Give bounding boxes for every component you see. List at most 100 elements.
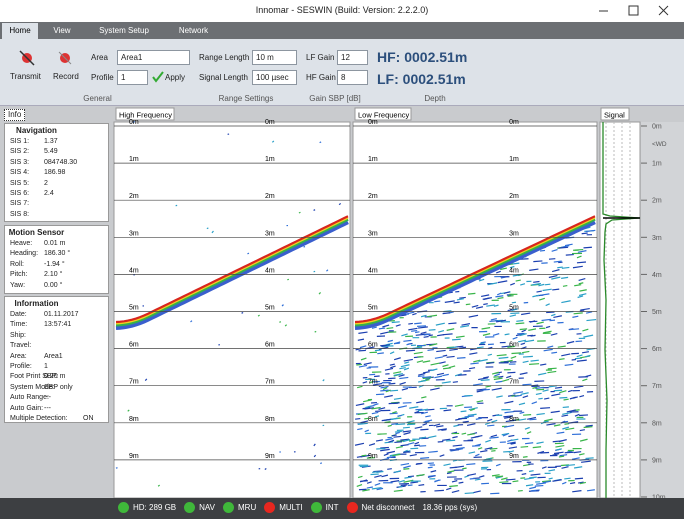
info-value: 1 [44, 363, 48, 370]
echo-noise [576, 261, 587, 264]
info-value: -1.94 ° [44, 260, 65, 268]
apply-button[interactable]: Apply [165, 73, 186, 82]
echo-noise [388, 439, 395, 443]
depth-label: 8m [265, 416, 275, 423]
status-led [223, 502, 234, 513]
echo-noise [481, 294, 490, 298]
menu-tab[interactable]: System Setup [99, 26, 149, 35]
range-length-select[interactable]: 10 m [252, 50, 297, 65]
echo-noise [542, 389, 549, 392]
echo-noise [442, 438, 451, 441]
echo-noise [441, 381, 451, 384]
echo-noise [400, 444, 409, 447]
info-box [4, 296, 109, 423]
echo-noise [486, 418, 493, 422]
record-button[interactable]: Record [53, 72, 79, 81]
echo-noise [400, 484, 408, 487]
echo-noise [581, 460, 591, 463]
echo-noise [563, 420, 569, 423]
echo-noise [406, 342, 412, 346]
echo-noise [420, 428, 429, 431]
menu-tab[interactable]: Network [178, 26, 209, 35]
echo-noise [398, 374, 405, 378]
echo-noise [496, 395, 503, 398]
echo-noise [382, 387, 388, 391]
info-label: Time: [10, 321, 28, 329]
echo-noise [531, 401, 538, 405]
lf-gain-input[interactable]: 12 [337, 50, 368, 65]
signal-length-select[interactable]: 100 µsec [252, 70, 297, 85]
echo-noise [540, 407, 551, 409]
echo-noise [447, 470, 455, 473]
menu-tab[interactable]: Home [2, 23, 38, 39]
echo-noise [530, 473, 541, 476]
echo-noise [423, 335, 429, 338]
echo-noise [576, 359, 587, 362]
profile-input[interactable]: 1 [117, 70, 148, 85]
echo-noise [395, 431, 400, 435]
echo-noise [380, 385, 389, 389]
area-input[interactable]: Area1 [117, 50, 190, 65]
echo-noise [422, 360, 431, 363]
echo-noise [415, 331, 420, 334]
echo-noise [502, 378, 510, 382]
depth-label: 7m [509, 379, 519, 386]
scale-label: 5m [652, 309, 662, 316]
transmit-button[interactable]: Transmit [10, 72, 41, 81]
depth-label: 6m [368, 342, 378, 349]
echo-noise [524, 339, 535, 343]
echo-noise [538, 283, 545, 287]
status-led [184, 502, 196, 513]
depth-label: 9m [129, 453, 139, 460]
hf-depth: HF: 0002.51m [377, 49, 468, 65]
echo-noise [374, 415, 380, 418]
echo-noise [441, 429, 447, 431]
echo-noise [519, 333, 527, 337]
echo-noise [460, 325, 470, 328]
echo-noise [515, 279, 521, 282]
echo-noise [399, 376, 409, 380]
echo-noise [562, 406, 569, 409]
echo-noise [549, 319, 556, 322]
echo-noise [518, 339, 527, 343]
echo-noise [313, 209, 316, 211]
window-controls[interactable] [590, 3, 680, 19]
echo-noise [469, 367, 476, 370]
depth-label: 2m [129, 193, 139, 200]
echo-noise [472, 490, 481, 494]
info-label: SIS 4: [10, 169, 30, 177]
depth-label: 1m [129, 156, 139, 163]
info-tab[interactable]: Info [4, 109, 26, 121]
echo-noise [427, 462, 434, 465]
hf-gain-input[interactable]: 8 [337, 70, 368, 85]
echo-noise [552, 288, 560, 291]
echo-noise [547, 370, 557, 374]
menu-tab[interactable]: View [53, 26, 71, 35]
echo-noise [416, 400, 425, 404]
echo-noise [423, 333, 430, 336]
echo-noise [496, 292, 502, 296]
panel-tab-bg [115, 107, 175, 121]
status-text: INT [325, 503, 339, 512]
echo-noise [573, 312, 583, 315]
echo-noise [320, 462, 323, 465]
echo-noise [578, 282, 584, 285]
echo-noise [430, 470, 437, 473]
echo-noise [533, 260, 543, 263]
panel-title: Low Frequency [358, 111, 410, 120]
echo-noise [532, 294, 540, 298]
echo-noise [454, 404, 464, 407]
echo-noise [504, 333, 510, 336]
echo-noise [527, 416, 537, 420]
info-label: Date: [10, 311, 27, 318]
echo-noise [472, 383, 483, 386]
scale-label: 8m [652, 420, 662, 427]
echo-noise [395, 423, 406, 426]
echo-noise [561, 300, 571, 304]
echo-noise [443, 333, 453, 336]
info-value: 186.98 [44, 169, 66, 177]
echo-noise [425, 415, 431, 418]
echo-noise [558, 358, 565, 361]
echo-noise [496, 319, 507, 323]
echo-noise [132, 120, 135, 124]
